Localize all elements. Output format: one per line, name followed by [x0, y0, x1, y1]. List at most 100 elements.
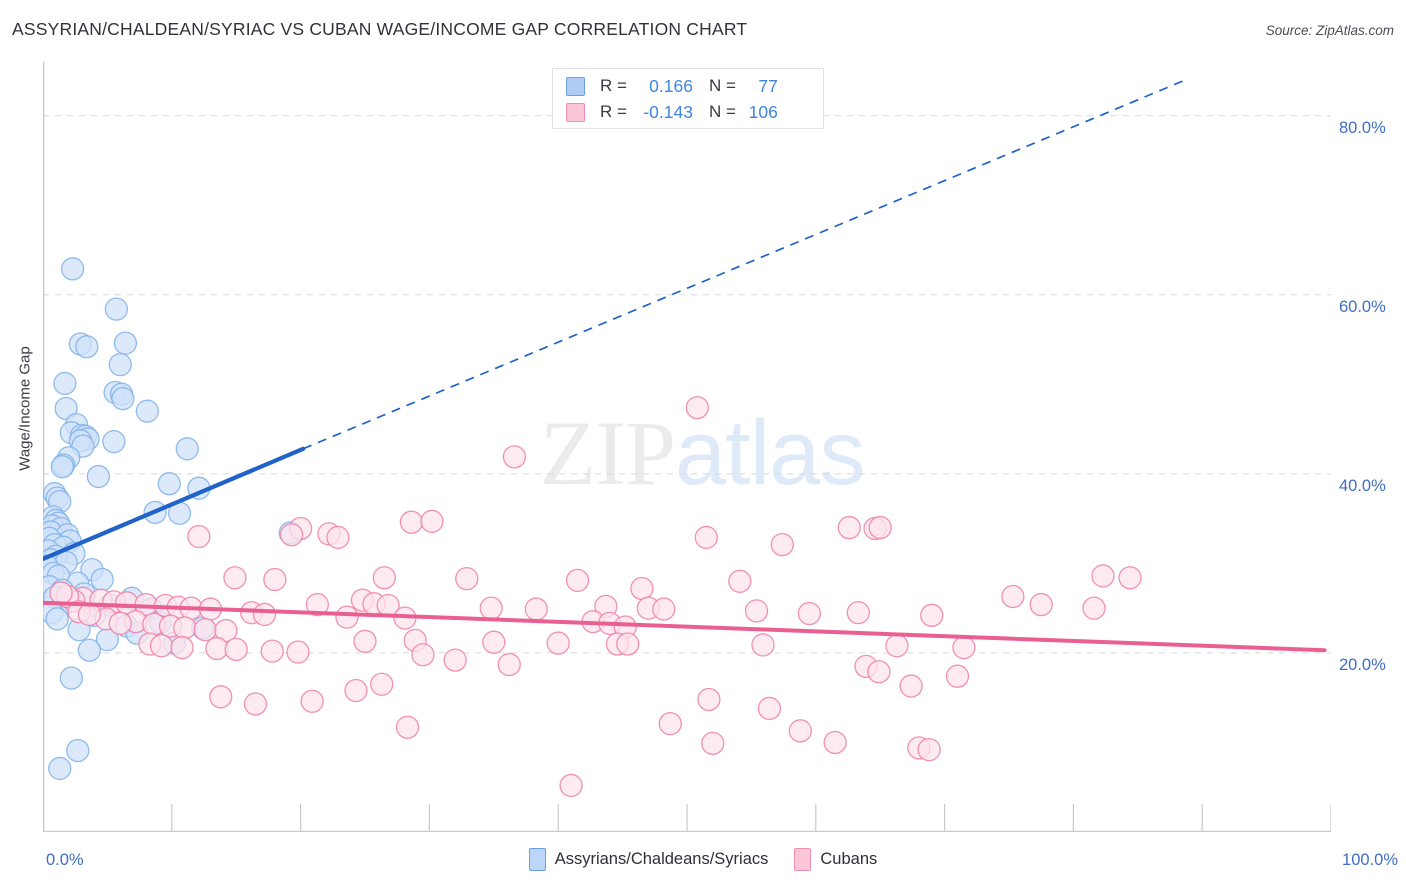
- data-point-cuban: [1001, 584, 1025, 609]
- data-point-assyrian: [75, 335, 99, 359]
- data-point-assyrian: [111, 386, 135, 411]
- data-point-cuban: [770, 532, 794, 557]
- data-point-cuban: [757, 696, 782, 721]
- data-point-cuban: [479, 596, 503, 620]
- data-point-assyrian: [175, 437, 199, 461]
- data-point-cuban: [411, 643, 435, 667]
- stats-swatch-blue: [566, 76, 585, 96]
- data-point-cuban: [1091, 564, 1115, 588]
- data-point-cuban: [187, 524, 211, 549]
- y-tick-label-40: 40.0%: [1339, 476, 1386, 495]
- stats-r-label-blue: R =: [600, 76, 627, 95]
- data-point-assyrian: [66, 738, 90, 763]
- data-point-cuban: [846, 600, 870, 625]
- data-point-cuban: [370, 672, 394, 696]
- data-point-cuban: [193, 618, 217, 642]
- data-point-assyrian: [102, 429, 126, 454]
- stats-n-label-blue: N =: [708, 76, 736, 95]
- legend-label-cubans: Cubans: [820, 850, 878, 868]
- trendlines: [43, 79, 1327, 653]
- y-tick-label-80: 80.0%: [1339, 118, 1386, 137]
- legend-label-assyrians: Assyrians/Chaldeans/Syriacs: [554, 850, 769, 868]
- data-point-cuban: [630, 576, 654, 601]
- data-point-cuban: [149, 634, 174, 658]
- data-point-assyrian: [50, 455, 74, 479]
- data-point-cuban: [524, 597, 548, 621]
- scatter-plot-svg: [43, 62, 1331, 832]
- data-point-cuban: [420, 509, 444, 533]
- stats-r-label-pink: R =: [600, 102, 627, 121]
- source-attribution: Source: ZipAtlas.com: [1265, 23, 1394, 38]
- data-point-cuban: [867, 660, 891, 684]
- data-point-cuban: [694, 525, 718, 550]
- data-point-cuban: [455, 566, 479, 591]
- data-point-cuban: [652, 597, 676, 621]
- data-point-assyrian: [60, 257, 85, 281]
- legend-item-cubans[interactable]: Cubans: [794, 848, 877, 871]
- data-point-cuban: [1118, 566, 1142, 590]
- data-point-cuban: [173, 616, 197, 640]
- data-point-cuban: [443, 648, 467, 672]
- data-point-cuban: [744, 599, 769, 623]
- data-point-cuban: [1029, 592, 1053, 617]
- data-point-cuban: [697, 687, 721, 712]
- data-point-cuban: [108, 611, 132, 636]
- data-point-cuban: [335, 605, 359, 629]
- data-point-cuban: [616, 632, 640, 656]
- data-point-cuban: [205, 636, 229, 661]
- data-point-cuban: [917, 737, 941, 762]
- legend-item-assyrians[interactable]: Assyrians/Chaldeans/Syriacs: [528, 848, 769, 871]
- data-point-cuban: [899, 674, 923, 698]
- data-point-cuban: [797, 601, 822, 626]
- data-point-cuban: [658, 712, 682, 736]
- data-point-cuban: [353, 629, 377, 653]
- data-point-cuban: [263, 567, 287, 592]
- data-point-cuban: [372, 566, 396, 590]
- data-point-cuban: [728, 569, 752, 593]
- y-tick-label-60: 60.0%: [1339, 297, 1386, 316]
- data-point-cuban: [685, 395, 709, 420]
- data-point-cuban: [788, 719, 812, 743]
- data-point-cuban: [399, 510, 424, 534]
- data-point-cuban: [344, 678, 368, 703]
- data-point-assyrian: [59, 666, 83, 690]
- stats-row-cubans: R = -0.143 N = 106: [566, 99, 778, 125]
- data-point-cuban: [482, 630, 506, 654]
- data-point-assyrian: [135, 399, 159, 423]
- legend-swatch-pink-icon: [794, 848, 812, 871]
- data-point-cuban: [252, 602, 277, 627]
- data-point-cuban: [395, 715, 420, 739]
- data-point-cuban: [502, 445, 527, 469]
- data-point-cuban: [49, 581, 73, 605]
- stats-n-value-pink: 106: [748, 101, 778, 122]
- page-title: ASSYRIAN/CHALDEAN/SYRIAC VS CUBAN WAGE/I…: [12, 19, 748, 39]
- data-point-cuban: [945, 664, 970, 688]
- data-point-cuban: [170, 635, 194, 660]
- data-point-assyrian: [157, 472, 181, 496]
- data-point-cuban: [209, 685, 233, 709]
- data-point-cuban: [223, 566, 247, 590]
- data-point-assyrian: [86, 464, 111, 489]
- stats-n-value-blue: 77: [758, 75, 778, 96]
- stats-swatch-pink: [566, 102, 585, 122]
- x-axis-min-label: 0.0%: [46, 851, 84, 869]
- data-point-assyrian: [90, 567, 114, 592]
- data-point-cuban: [497, 652, 521, 677]
- data-point-assyrian: [113, 331, 138, 355]
- gridlines: [43, 115, 1331, 654]
- stats-n-label-pink: N =: [708, 102, 736, 121]
- data-point-cuban: [305, 592, 329, 617]
- trendline-assyrian-dashed: [302, 79, 1186, 450]
- data-point-cuban: [920, 603, 944, 627]
- data-point-cuban: [559, 773, 583, 798]
- data-point-assyrian: [53, 371, 77, 396]
- data-point-cuban: [300, 689, 324, 713]
- data-point-cuban: [565, 568, 590, 593]
- correlation-stats-box: R = 0.166 N = 77 R = -0.143 N = 106: [552, 68, 824, 129]
- trendline-cuban: [43, 600, 1327, 653]
- data-point-cuban: [279, 523, 304, 547]
- data-point-cuban: [823, 730, 847, 755]
- plot-area: [43, 62, 1331, 832]
- data-points: [43, 257, 1142, 798]
